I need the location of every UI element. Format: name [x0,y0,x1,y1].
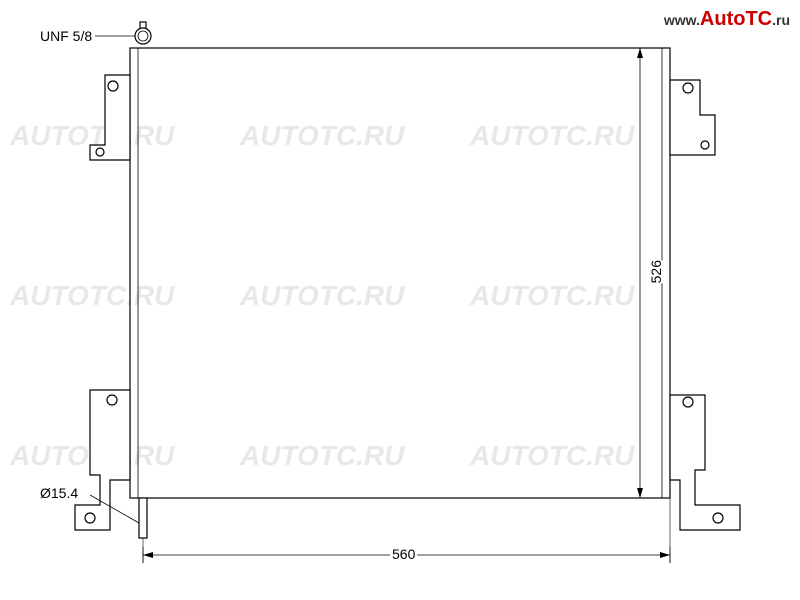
height-label: 526 [646,260,666,283]
width-label: 560 [390,546,417,562]
diameter-label: Ø15.4 [38,485,80,501]
fitting-label: UNF 5/8 [38,28,94,44]
technical-drawing [0,0,800,600]
